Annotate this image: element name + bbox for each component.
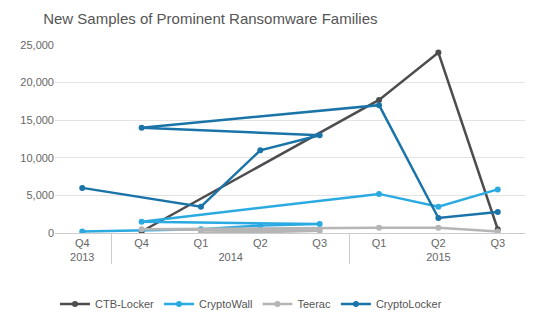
svg-text:10,000: 10,000 [20,152,54,164]
svg-text:CTB-Locker: CTB-Locker [95,298,154,310]
svg-text:Q2: Q2 [431,237,446,249]
svg-text:25,000: 25,000 [20,39,54,51]
svg-text:Q1: Q1 [194,237,209,249]
svg-text:0: 0 [48,227,54,239]
svg-text:2015: 2015 [426,251,450,263]
svg-text:Q4: Q4 [75,237,90,249]
svg-text:New Samples of Prominent Ranso: New Samples of Prominent Ransomware Fami… [43,10,377,27]
svg-text:Q1: Q1 [372,237,387,249]
svg-text:20,000: 20,000 [20,76,54,88]
svg-text:Q3: Q3 [312,237,327,249]
svg-text:5,000: 5,000 [26,189,54,201]
svg-text:Q3: Q3 [490,237,505,249]
svg-text:2014: 2014 [218,251,242,263]
svg-text:2013: 2013 [70,251,94,263]
svg-text:Q4: Q4 [134,237,149,249]
svg-text:CryptoWall: CryptoWall [199,298,252,310]
svg-text:CryptoLocker: CryptoLocker [376,298,442,310]
svg-text:Q2: Q2 [253,237,268,249]
svg-text:Teerac: Teerac [297,298,331,310]
svg-text:15,000: 15,000 [20,114,54,126]
